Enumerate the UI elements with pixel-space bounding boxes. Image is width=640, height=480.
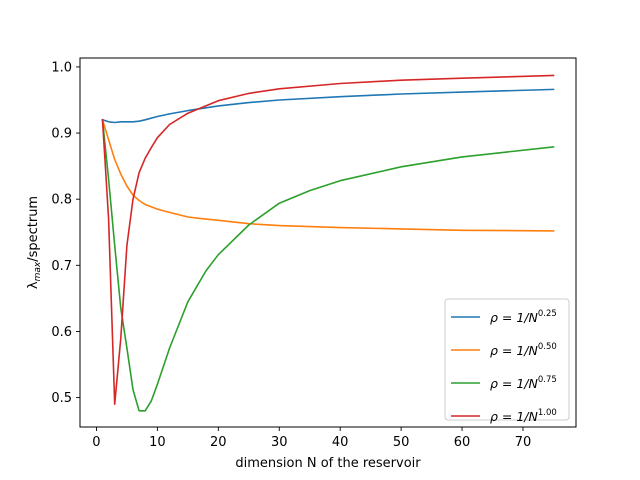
series-line-4	[101, 74, 555, 405]
y-tick-label: 0.9	[51, 127, 72, 142]
legend-label-4: ρ = 1/N1.00	[490, 408, 557, 424]
x-tick-label: 40	[332, 435, 349, 450]
y-axis-label: λmax/spectrum	[26, 196, 43, 289]
y-axis: 0.5 0.6 0.7 0.8 0.9 1.0	[51, 60, 80, 406]
plot-frame	[79, 57, 577, 428]
y-tick-label: 0.5	[51, 391, 72, 406]
x-axis-label: dimension N of the reservoir	[235, 456, 421, 471]
x-tick-label: 50	[393, 435, 410, 450]
x-tick-label: 70	[515, 435, 532, 450]
legend: ρ = 1/N0.25 ρ = 1/N0.50 ρ = 1/N0.75 ρ = 1/N…	[444, 298, 570, 424]
y-axis-label-main: λ	[26, 281, 41, 289]
series-line-1	[101, 88, 555, 124]
y-tick-label: 0.7	[51, 259, 72, 274]
legend-label-2: ρ = 1/N0.50	[490, 342, 557, 358]
x-tick-label: 20	[210, 435, 227, 450]
x-tick-label: 60	[454, 435, 471, 450]
y-tick-label: 1.0	[51, 60, 72, 75]
x-tick-label: 10	[149, 435, 166, 450]
y-axis-label-sub: max	[33, 261, 43, 281]
series-line-3	[101, 118, 555, 412]
legend-label-3: ρ = 1/N0.75	[490, 375, 557, 391]
x-tick-label: 0	[92, 435, 100, 450]
legend-frame	[444, 298, 570, 421]
y-tick-label: 0.6	[51, 325, 72, 340]
x-axis: 0 10 20 30 40 50 60 70	[92, 427, 531, 450]
x-tick-label: 30	[271, 435, 288, 450]
y-axis-label-rest: /spectrum	[26, 196, 41, 262]
y-tick-label: 0.8	[51, 193, 72, 208]
series-layer	[101, 74, 555, 412]
series-line-2	[101, 118, 555, 232]
legend-label-1: ρ = 1/N0.25	[490, 309, 557, 325]
